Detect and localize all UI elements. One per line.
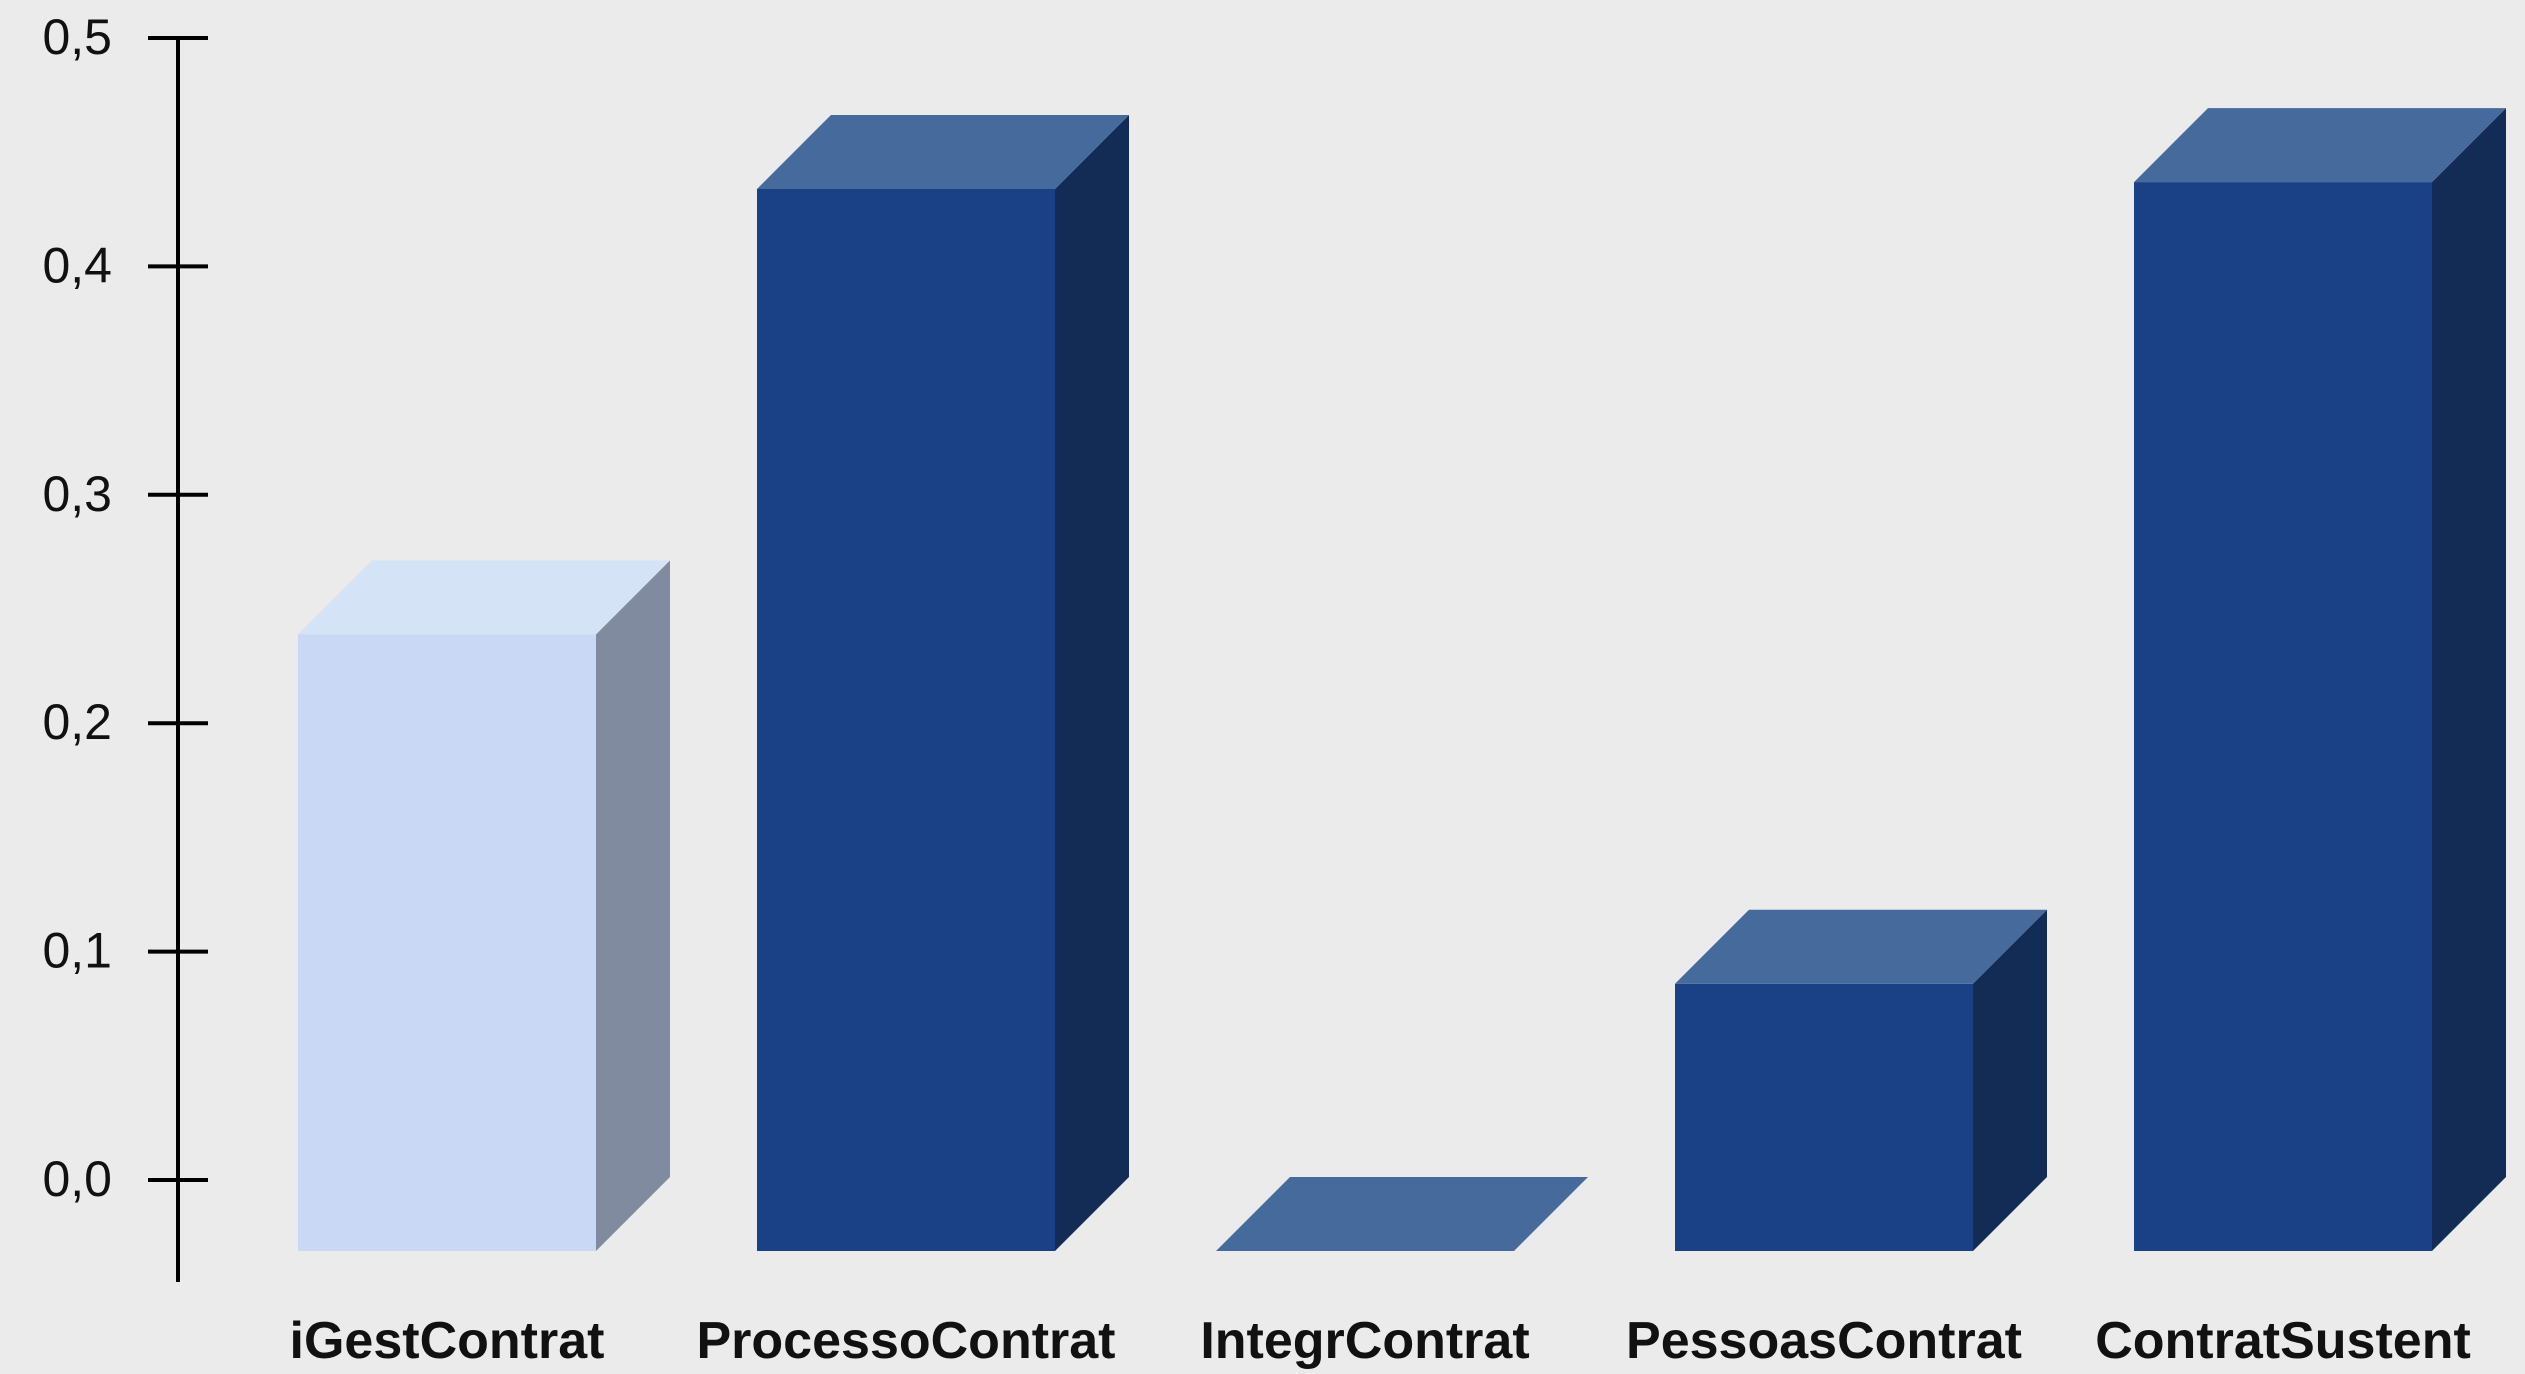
y-axis: 0,0 0,1 0,2 0,3 0,4 0,5 [42, 9, 208, 1282]
bar-top [1216, 1177, 1588, 1251]
bar-top [298, 560, 670, 635]
x-tick-label: ContratSustent [2095, 1312, 2471, 1369]
bar-side [1973, 909, 2047, 1251]
bar [1216, 1177, 1588, 1251]
x-axis-labels: iGestContrat ProcessoContrat IntegrContrat… [290, 1312, 2471, 1370]
bar [1675, 909, 2047, 1251]
bar-side [596, 560, 670, 1251]
y-tick-label: 0,2 [42, 694, 112, 750]
bar [2134, 108, 2506, 1251]
x-tick-label: IntegrContrat [1200, 1312, 1529, 1369]
bar-front [1675, 983, 1973, 1251]
bar-top [757, 114, 1129, 189]
bar-front [2134, 182, 2432, 1251]
x-tick-label: iGestContrat [290, 1312, 605, 1369]
bar [757, 114, 1129, 1252]
bar-front [757, 188, 1055, 1252]
y-tick-label: 0,4 [42, 237, 112, 293]
y-tick-label: 0,5 [42, 9, 112, 65]
bar-top [1675, 909, 2047, 984]
bar-side [2432, 108, 2506, 1251]
bar [298, 560, 670, 1251]
bar-side [1055, 114, 1129, 1252]
y-tick-label: 0,0 [42, 1151, 112, 1207]
x-tick-label: PessoasContrat [1626, 1312, 2022, 1369]
y-tick-label: 0,3 [42, 466, 112, 522]
bar-front [298, 634, 596, 1251]
x-tick-label: ProcessoContrat [697, 1312, 1116, 1369]
y-tick-label: 0,1 [42, 923, 112, 979]
bars-layer [298, 108, 2506, 1252]
bar-top [2134, 108, 2506, 183]
